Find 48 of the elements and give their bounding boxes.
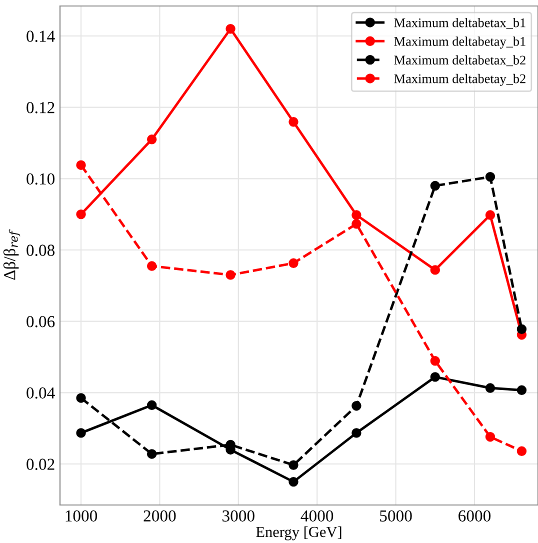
legend-label: Maximum deltabetay_b2 — [394, 74, 526, 86]
point — [146, 134, 157, 144]
point — [485, 432, 496, 442]
x-tick-label: 3000 — [222, 510, 254, 522]
x-axis-title: Energy [GeV] — [256, 526, 342, 540]
y-tick-label: 0.06 — [26, 316, 55, 328]
y-tick-label: 0.14 — [26, 30, 55, 42]
point — [146, 261, 157, 271]
point — [76, 393, 86, 403]
x-tick-label: 6000 — [458, 510, 491, 522]
point — [146, 449, 157, 459]
point — [288, 258, 298, 268]
point — [485, 383, 496, 393]
point — [430, 372, 440, 382]
point — [516, 446, 527, 456]
point — [76, 160, 86, 170]
point — [288, 476, 298, 487]
point — [226, 24, 236, 34]
y-tick-label: 0.08 — [26, 244, 55, 256]
y-tick-label: 0.02 — [26, 458, 54, 470]
point — [146, 400, 157, 410]
x-tick-label: 1000 — [66, 510, 98, 522]
x-tick-label: 4000 — [300, 510, 334, 522]
y-tick-label: 0.10 — [26, 173, 55, 185]
point — [516, 385, 527, 396]
point — [430, 265, 440, 275]
point — [288, 460, 298, 470]
point — [516, 324, 527, 334]
legend-label: Maximum deltabetay_b1 — [394, 36, 526, 49]
point — [76, 209, 86, 220]
point — [430, 356, 440, 366]
point — [430, 180, 440, 191]
x-tick-label: 5000 — [380, 510, 412, 522]
y-tick-label: 0.04 — [26, 387, 55, 399]
x-tick-label: 2000 — [144, 510, 176, 522]
legend-label: Maximum deltabetax_b2 — [394, 55, 526, 66]
point — [76, 428, 86, 438]
point — [352, 219, 362, 229]
y-tick-label: 0.12 — [26, 102, 54, 114]
point — [226, 270, 236, 280]
legend-label: Maximum deltabetax_b1 — [394, 18, 526, 29]
point — [352, 210, 362, 220]
y-axis-title: Δβ/β$_{ref}$ — [3, 229, 20, 280]
point — [485, 172, 496, 182]
point — [352, 428, 362, 438]
point — [352, 400, 362, 411]
point — [485, 210, 496, 220]
point — [288, 117, 298, 127]
